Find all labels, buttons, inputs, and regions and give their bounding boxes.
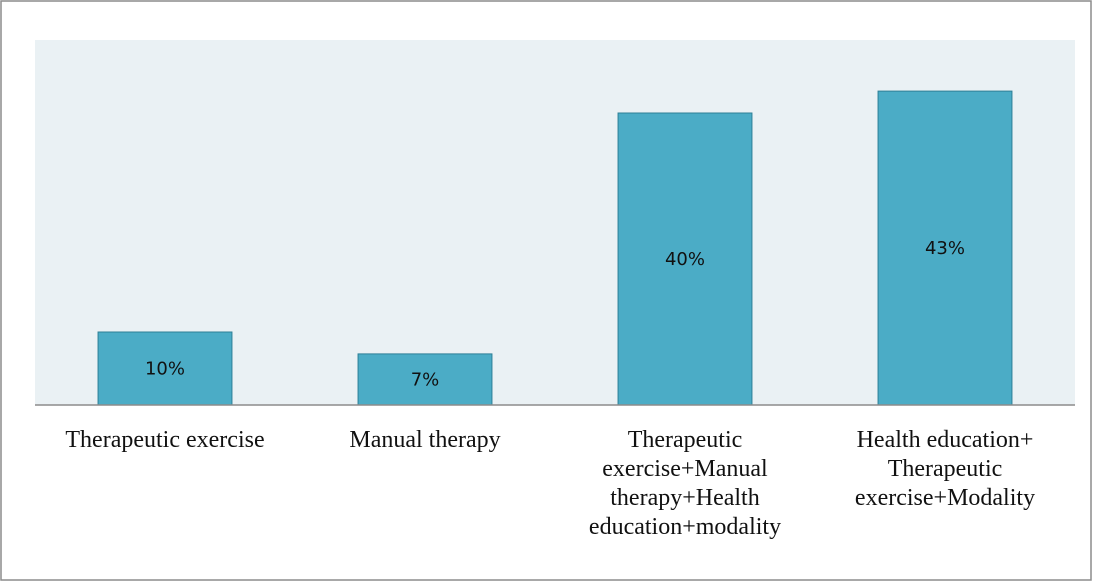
data-label: 43% bbox=[925, 238, 965, 259]
x-tick-label: Manual therapy bbox=[349, 427, 501, 453]
x-tick-label: Therapeutic exercise bbox=[65, 427, 265, 453]
x-tick-label: Therapeutic exercise+Manual therapy+Heal… bbox=[588, 427, 782, 540]
data-label: 7% bbox=[411, 369, 440, 390]
bar bbox=[97, 331, 233, 406]
data-label: 40% bbox=[665, 249, 705, 270]
bar bbox=[877, 90, 1013, 406]
data-label: 10% bbox=[145, 359, 185, 380]
bar bbox=[617, 112, 753, 406]
x-tick-label: Health education+ Therapeutic exercise+M… bbox=[854, 427, 1036, 511]
